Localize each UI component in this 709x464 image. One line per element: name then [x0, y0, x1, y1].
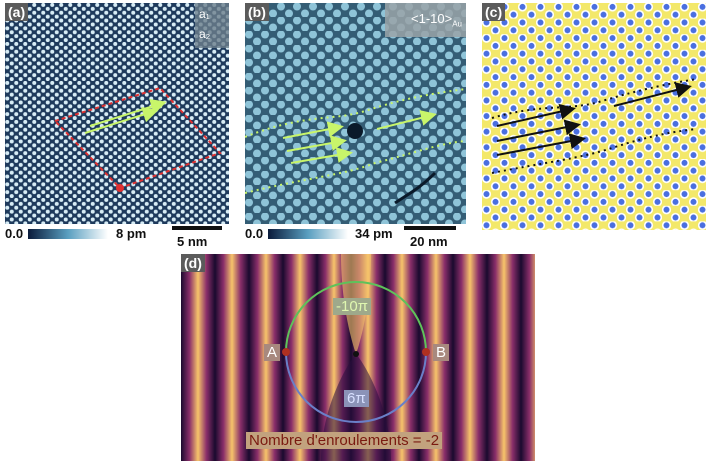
arrow-b2	[286, 135, 347, 152]
inset-a2-label: a₂	[199, 27, 211, 41]
arrow-c3	[496, 133, 586, 156]
bottom-phase-label: 6π	[344, 390, 369, 407]
colorbar-a	[28, 229, 108, 239]
panel-b-image	[245, 3, 466, 224]
colorbar-a-min: 0.0	[5, 226, 24, 241]
scalebar-b	[404, 226, 456, 230]
winding-label: Nombre d'enroulements = -2	[246, 432, 443, 449]
upper-contour	[285, 281, 427, 353]
scalebar-a-label: 5 nm	[177, 234, 208, 249]
panel-a-image	[5, 3, 229, 224]
defect-core	[347, 123, 363, 139]
lower-contour	[285, 351, 427, 423]
point-a-label: A	[264, 344, 281, 361]
arrow-b1	[282, 121, 344, 139]
colorbar-a-max: 8 pm	[116, 226, 147, 241]
colorbar-b-max: 34 pm	[355, 226, 393, 241]
point-b-label: B	[433, 344, 450, 361]
point-b-marker	[422, 348, 430, 356]
inset-a1-label: a₁	[199, 7, 210, 21]
panel-a: (a) a₁ a₂	[5, 3, 229, 224]
origin-dot	[116, 184, 124, 192]
c-boundary-bottom	[491, 128, 698, 174]
defect-point	[353, 351, 359, 357]
panel-d: (d) -10π 6π A B Nombre d'enroulements = …	[181, 254, 535, 461]
direction-box	[385, 3, 466, 37]
point-a-marker	[282, 348, 290, 356]
arrow-1	[84, 106, 159, 134]
arrow-c4	[613, 82, 692, 107]
colorbar-b	[268, 229, 348, 239]
direction-text: <1-10>	[411, 11, 453, 26]
arrow-b3	[290, 147, 353, 164]
direction-sub: Au	[452, 19, 462, 29]
direction-label: <1-10>Au	[411, 11, 462, 29]
boundary-bottom	[245, 140, 466, 194]
panel-d-image	[181, 254, 535, 461]
panel-c-image	[482, 3, 706, 230]
scalebar-b-label: 20 nm	[410, 234, 448, 249]
arrow-c1	[496, 103, 576, 127]
inset-box	[195, 3, 229, 48]
panel-a-label: (a)	[5, 3, 29, 21]
panel-b: (b) <1-10>Au	[245, 3, 466, 224]
arrow-c2	[496, 119, 581, 142]
panel-b-label: (b)	[245, 3, 269, 21]
colorbar-b-min: 0.0	[245, 226, 264, 241]
arrow-b4	[376, 110, 437, 130]
top-phase-label: -10π	[333, 298, 372, 315]
panel-c-label: (c)	[482, 3, 506, 21]
moire-cell	[53, 86, 222, 190]
panel-c: (c)	[482, 3, 706, 230]
scalebar-a	[172, 226, 222, 230]
arrow-2	[89, 98, 167, 127]
panel-d-label: (d)	[181, 254, 205, 272]
step-edge	[394, 171, 437, 205]
